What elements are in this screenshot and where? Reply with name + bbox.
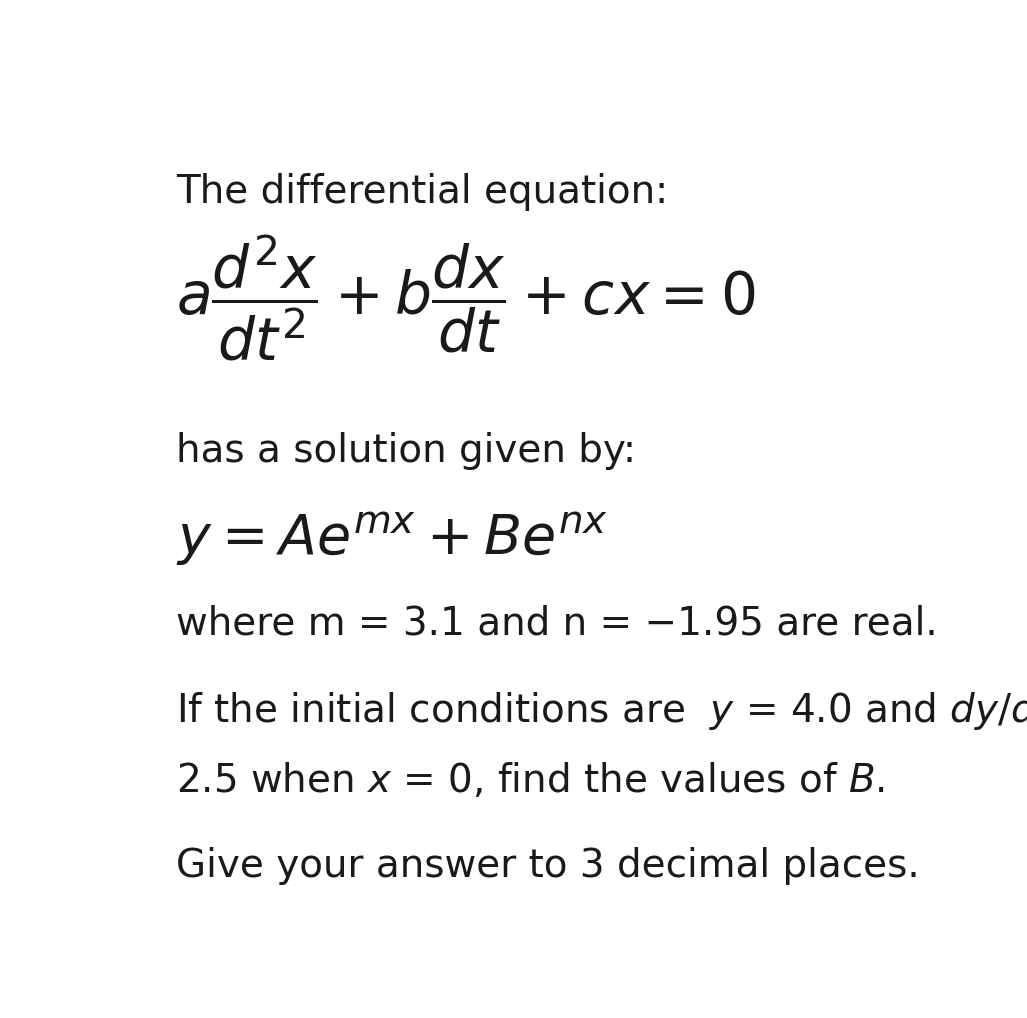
Text: If the initial conditions are  $y$ = 4.0 and $\mathit{dy/dt}$ =: If the initial conditions are $y$ = 4.0 … — [177, 690, 1027, 733]
Text: where m = 3.1 and n = −1.95 are real.: where m = 3.1 and n = −1.95 are real. — [177, 605, 938, 642]
Text: has a solution given by:: has a solution given by: — [177, 432, 636, 469]
Text: The differential equation:: The differential equation: — [177, 173, 669, 211]
Text: Give your answer to 3 decimal places.: Give your answer to 3 decimal places. — [177, 847, 920, 886]
Text: $y = Ae^{mx} + Be^{nx}$: $y = Ae^{mx} + Be^{nx}$ — [177, 510, 608, 568]
Text: $a\dfrac{d^2x}{dt^2} + b\dfrac{dx}{dt} + cx = 0$: $a\dfrac{d^2x}{dt^2} + b\dfrac{dx}{dt} +… — [177, 234, 756, 363]
Text: 2.5 when $x$ = 0, find the values of $\mathit{B}$.: 2.5 when $x$ = 0, find the values of $\m… — [177, 761, 885, 800]
